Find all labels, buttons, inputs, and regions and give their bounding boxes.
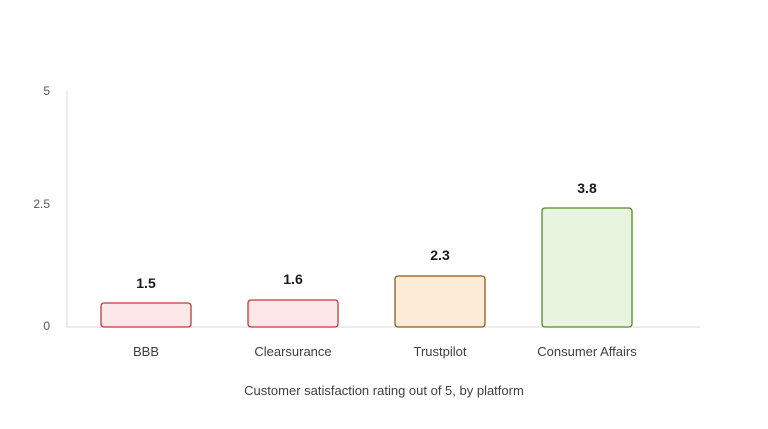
bar-value-label: 3.8 [577, 180, 597, 196]
bar-value-label: 2.3 [430, 247, 450, 263]
bar [100, 302, 192, 328]
y-tick-label: 2.5 [33, 197, 50, 211]
bars-group [100, 207, 633, 328]
x-category-label: Trustpilot [414, 344, 467, 359]
x-category-label: BBB [133, 344, 159, 359]
x-category-label: Consumer Affairs [537, 344, 637, 359]
bar [541, 207, 633, 328]
bar [394, 275, 486, 328]
bar-value-label: 1.6 [283, 271, 303, 287]
y-tick-label: 0 [43, 319, 50, 333]
bar [247, 299, 339, 328]
y-tick-label: 5 [43, 84, 50, 98]
x-category-label: Clearsurance [254, 344, 331, 359]
bar-value-label: 1.5 [136, 275, 156, 291]
x-axis-title: Customer satisfaction rating out of 5, b… [244, 383, 524, 398]
